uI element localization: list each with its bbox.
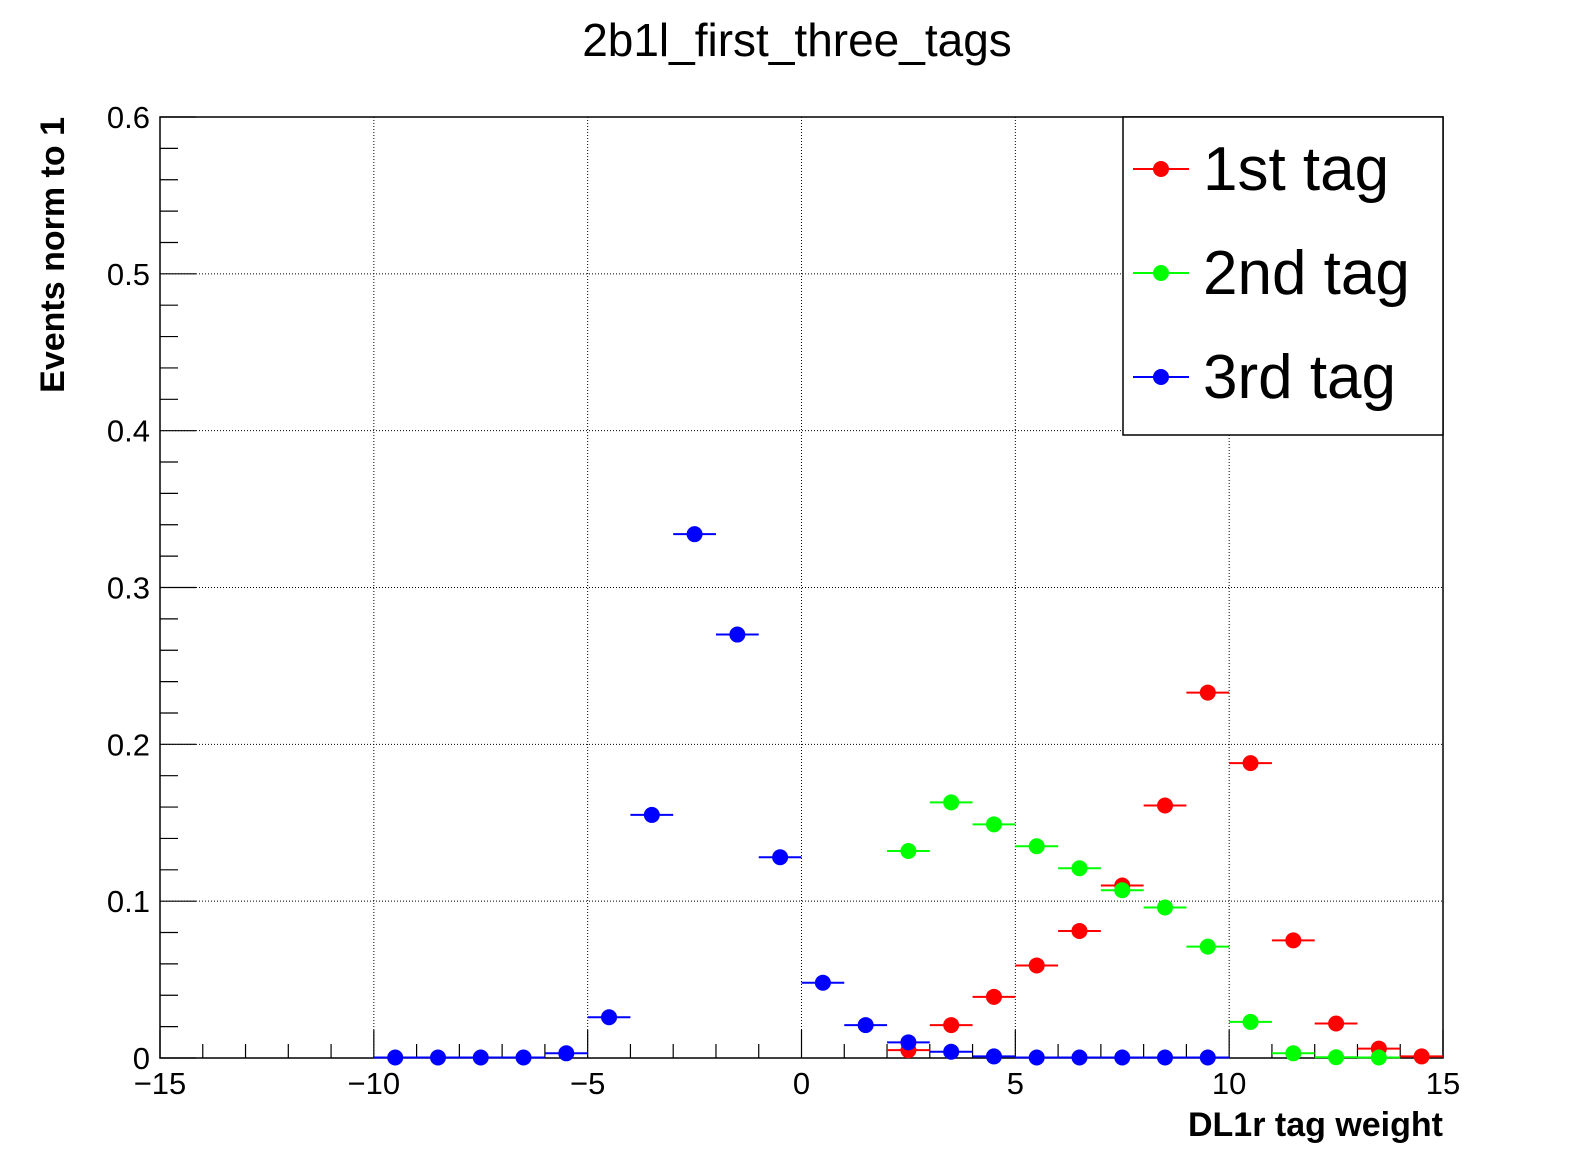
data-point — [1071, 1049, 1088, 1066]
legend-label: 1st tag — [1203, 135, 1389, 204]
data-point — [1157, 797, 1174, 814]
data-point — [772, 849, 789, 866]
data-point — [1114, 1049, 1131, 1066]
x-tick-label: −5 — [570, 1066, 605, 1101]
x-axis-label: DL1r tag weight — [1188, 1106, 1443, 1144]
x-tick-label: −10 — [348, 1066, 401, 1101]
data-point — [1028, 838, 1045, 855]
legend-marker — [1153, 161, 1169, 177]
data-point — [1328, 1015, 1345, 1032]
data-point — [1242, 1013, 1259, 1030]
data-point — [1028, 957, 1045, 974]
legend-entry: 1st tag — [1133, 135, 1389, 204]
series-3rd-tag — [373, 526, 1230, 1066]
legend-entry: 3rd tag — [1133, 343, 1396, 412]
legend-marker — [1153, 369, 1169, 385]
x-tick-label: −15 — [134, 1066, 187, 1101]
data-point — [686, 526, 703, 543]
data-point — [1199, 684, 1216, 701]
data-point — [857, 1017, 874, 1034]
data-point — [1328, 1049, 1345, 1066]
plot-frame — [159, 116, 1444, 1059]
data-point — [1071, 860, 1088, 877]
data-point — [1071, 922, 1088, 939]
data-point — [729, 626, 746, 643]
data-point — [985, 816, 1002, 833]
legend-entry: 2nd tag — [1133, 239, 1410, 308]
data-point — [387, 1049, 404, 1066]
y-tick-label: 0.6 — [107, 100, 150, 135]
data-point — [1028, 1049, 1045, 1066]
data-point — [1157, 1049, 1174, 1066]
x-tick-label: 5 — [1007, 1066, 1024, 1101]
data-point — [900, 1034, 917, 1051]
data-point — [943, 1043, 960, 1060]
data-point — [1370, 1049, 1387, 1066]
y-axis-label: Events norm to 1 — [34, 117, 72, 393]
data-point — [515, 1049, 532, 1066]
data-point — [1285, 1045, 1302, 1062]
data-point — [943, 794, 960, 811]
data-point — [814, 974, 831, 991]
data-point — [1413, 1048, 1430, 1065]
data-point — [1199, 938, 1216, 955]
y-tick-label: 0.4 — [107, 414, 150, 449]
chart-title: 2b1l_first_three_tags — [582, 14, 1012, 66]
x-tick-label: 15 — [1426, 1066, 1460, 1101]
legend-label: 3rd tag — [1203, 343, 1396, 412]
y-tick-label: 0.2 — [107, 727, 150, 762]
data-point — [558, 1045, 575, 1062]
y-tick-label: 0 — [133, 1041, 150, 1076]
data-point — [1114, 882, 1131, 899]
x-tick-label: 0 — [793, 1066, 810, 1101]
y-tick-label: 0.5 — [107, 257, 150, 292]
data-point — [1199, 1049, 1216, 1066]
data-point — [985, 988, 1002, 1005]
data-point — [943, 1017, 960, 1034]
legend: 1st tag 2nd tag 3rd tag — [1122, 116, 1444, 436]
data-point — [1285, 932, 1302, 949]
data-point — [429, 1049, 446, 1066]
data-point — [985, 1048, 1002, 1065]
data-point — [643, 806, 660, 823]
data-point — [472, 1049, 489, 1066]
legend-marker — [1153, 265, 1169, 281]
tick-labels: −15 −10 −5 0 5 10 15 0 0.1 0.2 0.3 0.4 0.5 0.6 — [107, 100, 1460, 1101]
legend-label: 2nd tag — [1203, 239, 1410, 308]
x-tick-label: 10 — [1212, 1066, 1246, 1101]
series-layer — [373, 526, 1443, 1066]
y-tick-label: 0.1 — [107, 884, 150, 919]
data-point — [1157, 899, 1174, 916]
data-point — [1242, 755, 1259, 772]
series-2nd-tag — [887, 794, 1401, 1066]
data-point — [601, 1009, 618, 1026]
y-tick-label: 0.3 — [107, 571, 150, 606]
data-point — [900, 842, 917, 859]
